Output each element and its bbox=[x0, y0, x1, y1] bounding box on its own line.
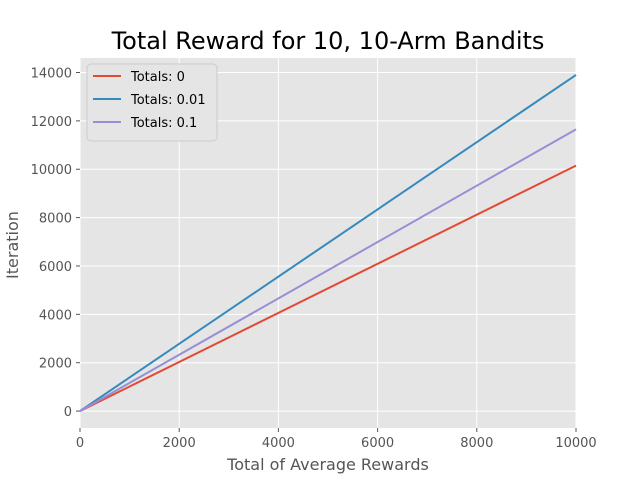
x-tick-label: 8000 bbox=[460, 436, 493, 451]
legend: Totals: 0 Totals: 0.01 Totals: 0.1 bbox=[86, 63, 218, 142]
y-tick-label: 8000 bbox=[39, 212, 72, 227]
legend-label-2: Totals: 0.1 bbox=[130, 116, 197, 131]
series-lines bbox=[79, 74, 577, 412]
x-tick-label: 6000 bbox=[361, 436, 394, 451]
y-tick-label: 0 bbox=[64, 405, 72, 420]
y-tick-label: 12000 bbox=[31, 115, 72, 130]
y-axis-label: Iteration bbox=[3, 211, 22, 279]
x-axis: 0 2000 4000 6000 8000 10000 bbox=[76, 428, 597, 451]
series-line-2 bbox=[79, 128, 577, 412]
series-line-0 bbox=[79, 164, 577, 412]
legend-label-0: Totals: 0 bbox=[130, 70, 185, 85]
y-tick-label: 14000 bbox=[31, 67, 72, 82]
x-tick-label: 0 bbox=[76, 436, 84, 451]
legend-label-1: Totals: 0.01 bbox=[130, 93, 206, 108]
x-axis-label: Total of Average Rewards bbox=[226, 455, 429, 474]
y-axis: 0 2000 4000 6000 8000 10000 12000 14000 bbox=[31, 67, 80, 420]
grid-lines bbox=[79, 58, 577, 428]
y-tick-label: 2000 bbox=[39, 357, 72, 372]
y-tick-label: 6000 bbox=[39, 260, 72, 275]
series-line-1 bbox=[79, 74, 577, 412]
y-tick-label: 10000 bbox=[31, 163, 72, 178]
chart-title: Total Reward for 10, 10-Arm Bandits bbox=[111, 27, 545, 55]
x-tick-label: 4000 bbox=[262, 436, 295, 451]
x-tick-label: 10000 bbox=[555, 436, 596, 451]
x-tick-label: 2000 bbox=[163, 436, 196, 451]
y-tick-label: 4000 bbox=[39, 308, 72, 323]
